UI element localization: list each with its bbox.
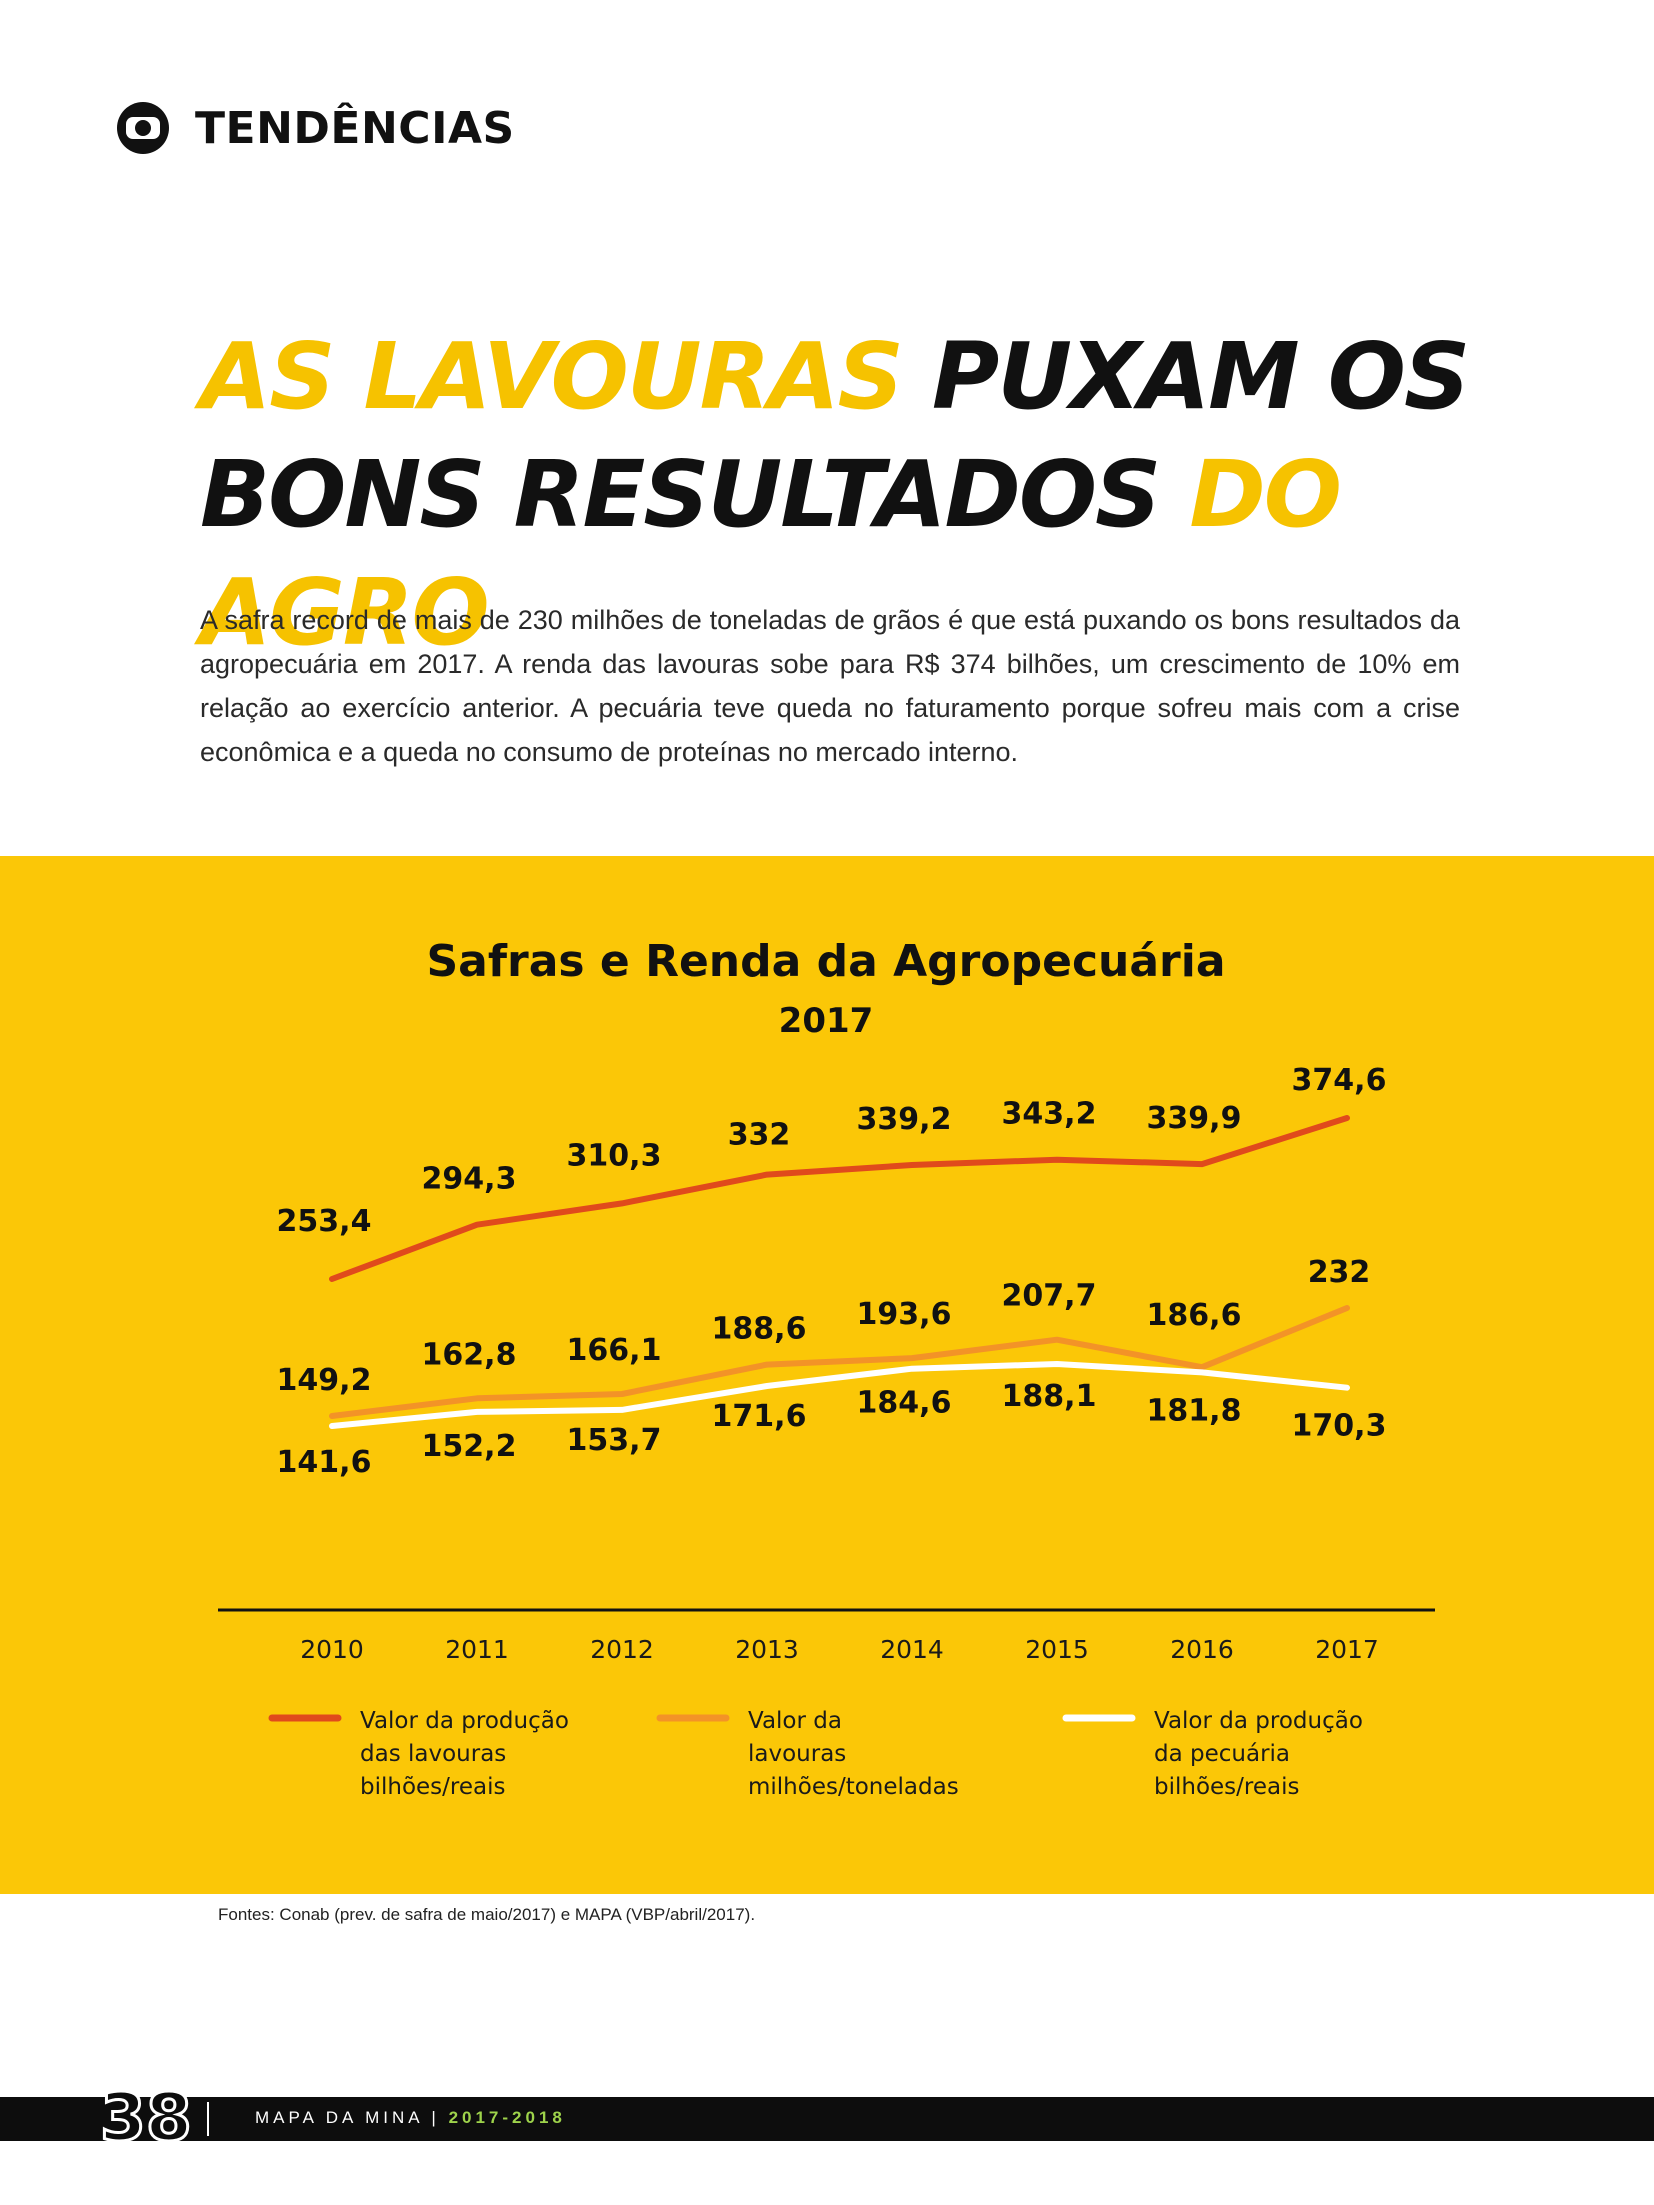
chart-panel: Safras e Renda da Agropecuária 2017 253,… [0, 856, 1654, 1894]
data-label-safra-2013: 188,6 [712, 1312, 807, 1347]
legend-label-lavouras-line-2: das lavouras [360, 1741, 506, 1767]
data-label-lavouras-2016: 339,9 [1147, 1101, 1242, 1136]
series-line-pecuaria [329, 1361, 1350, 1429]
x-tick-layer: 2010 2011 2012 2013 2014 2015 2016 2017 [300, 1635, 1379, 1664]
data-label-safra-2014: 193,6 [857, 1297, 952, 1332]
data-label-safra-2011: 162,8 [422, 1337, 517, 1372]
data-label-lavouras-2015: 343,2 [1002, 1097, 1097, 1132]
legend-item-lavouras: Valor da produção das lavouras bilhões/rea… [268, 1708, 569, 1800]
footer-divider [207, 2102, 209, 2136]
headline-part-4: DO AGRO [200, 441, 1342, 666]
footer-separator: | [431, 2108, 440, 2127]
headline-part-3: BONS RESULTADOS [200, 441, 1161, 548]
data-label-safra-2010: 149,2 [277, 1363, 372, 1398]
legend-item-pecuaria: Valor da produção da pecuária bilhões/reai… [1062, 1708, 1363, 1800]
data-label-pecuaria-2017: 170,3 [1292, 1409, 1387, 1444]
chart-subtitle: 2017 [779, 1001, 874, 1041]
legend: Valor da produção das lavouras bilhões/rea… [268, 1708, 1363, 1800]
x-tick-label-2013: 2013 [735, 1635, 799, 1664]
chart-title: Safras e Renda da Agropecuária [426, 936, 1225, 987]
intro-paragraph: A safra record de mais de 230 milhões de… [200, 605, 1460, 767]
data-label-safra-2015: 207,7 [1002, 1279, 1097, 1314]
legend-label-pecuaria-line-1: Valor da produção [1154, 1708, 1363, 1734]
x-tick-label-2015: 2015 [1025, 1635, 1089, 1664]
legend-label-lavouras-line-3: bilhões/reais [360, 1774, 505, 1800]
series-line-lavouras [329, 1115, 1350, 1282]
data-label-safra-2012: 166,1 [567, 1333, 662, 1368]
data-label-lavouras-2017: 374,6 [1292, 1063, 1387, 1098]
sources-note: Fontes: Conab (prev. de safra de maio/20… [218, 1905, 756, 1924]
legend-label-safra-line-1: Valor da [748, 1708, 842, 1734]
page-number: 38 [99, 2078, 194, 2157]
legend-label-safra-line-3: milhões/toneladas [748, 1774, 959, 1800]
data-label-safra-2016: 186,6 [1147, 1298, 1242, 1333]
series-line-safra [329, 1305, 1350, 1419]
data-label-pecuaria-2015: 188,1 [1002, 1379, 1097, 1414]
publication-years: 2017-2018 [448, 2108, 566, 2127]
legend-label-lavouras-line-1: Valor da produção [360, 1708, 569, 1734]
x-tick-label-2017: 2017 [1315, 1635, 1379, 1664]
globo-logo-icon [115, 100, 171, 156]
headline-part-1: AS LAVOURAS [200, 323, 904, 430]
x-tick-label-2011: 2011 [445, 1635, 509, 1664]
data-label-layer: 253,4 294,3 310,3 332 339,2 343,2 339,9 374,6 14… [277, 1063, 1387, 1480]
line-chart: Safras e Renda da Agropecuária 2017 253,… [218, 936, 1435, 1800]
x-tick-label-2012: 2012 [590, 1635, 654, 1664]
data-label-pecuaria-2013: 171,6 [712, 1399, 807, 1434]
headline-part-2: PUXAM OS [931, 323, 1470, 430]
data-label-pecuaria-2010: 141,6 [277, 1445, 372, 1480]
data-label-lavouras-2012: 310,3 [567, 1138, 662, 1173]
x-tick-label-2016: 2016 [1170, 1635, 1234, 1664]
section-title: TENDÊNCIAS [195, 102, 515, 154]
data-label-lavouras-2010: 253,4 [277, 1204, 372, 1239]
legend-label-pecuaria-line-3: bilhões/reais [1154, 1774, 1299, 1800]
data-label-pecuaria-2011: 152,2 [422, 1429, 517, 1464]
data-label-pecuaria-2016: 181,8 [1147, 1393, 1242, 1428]
series-layer [329, 1115, 1350, 1429]
legend-item-safra: Valor da lavouras milhões/toneladas [656, 1708, 959, 1800]
data-label-pecuaria-2014: 184,6 [857, 1386, 952, 1421]
data-label-lavouras-2011: 294,3 [422, 1162, 517, 1197]
data-label-safra-2017: 232 [1308, 1255, 1371, 1290]
legend-label-pecuaria-line-2: da pecuária [1154, 1741, 1290, 1767]
data-label-lavouras-2013: 332 [728, 1118, 791, 1153]
section-header: TENDÊNCIAS [115, 100, 515, 156]
footer-publication: MAPA DA MINA | 2017-2018 [255, 2108, 566, 2128]
data-label-lavouras-2014: 339,2 [857, 1102, 952, 1137]
x-tick-label-2014: 2014 [880, 1635, 944, 1664]
footer-bar [0, 2097, 1654, 2141]
headline: AS LAVOURAS PUXAM OS BONS RESULTADOS DO … [200, 318, 1500, 672]
publication-name: MAPA DA MINA [255, 2108, 423, 2127]
legend-label-safra-line-2: lavouras [748, 1741, 846, 1767]
data-label-pecuaria-2012: 153,7 [567, 1423, 662, 1458]
x-tick-label-2010: 2010 [300, 1635, 364, 1664]
